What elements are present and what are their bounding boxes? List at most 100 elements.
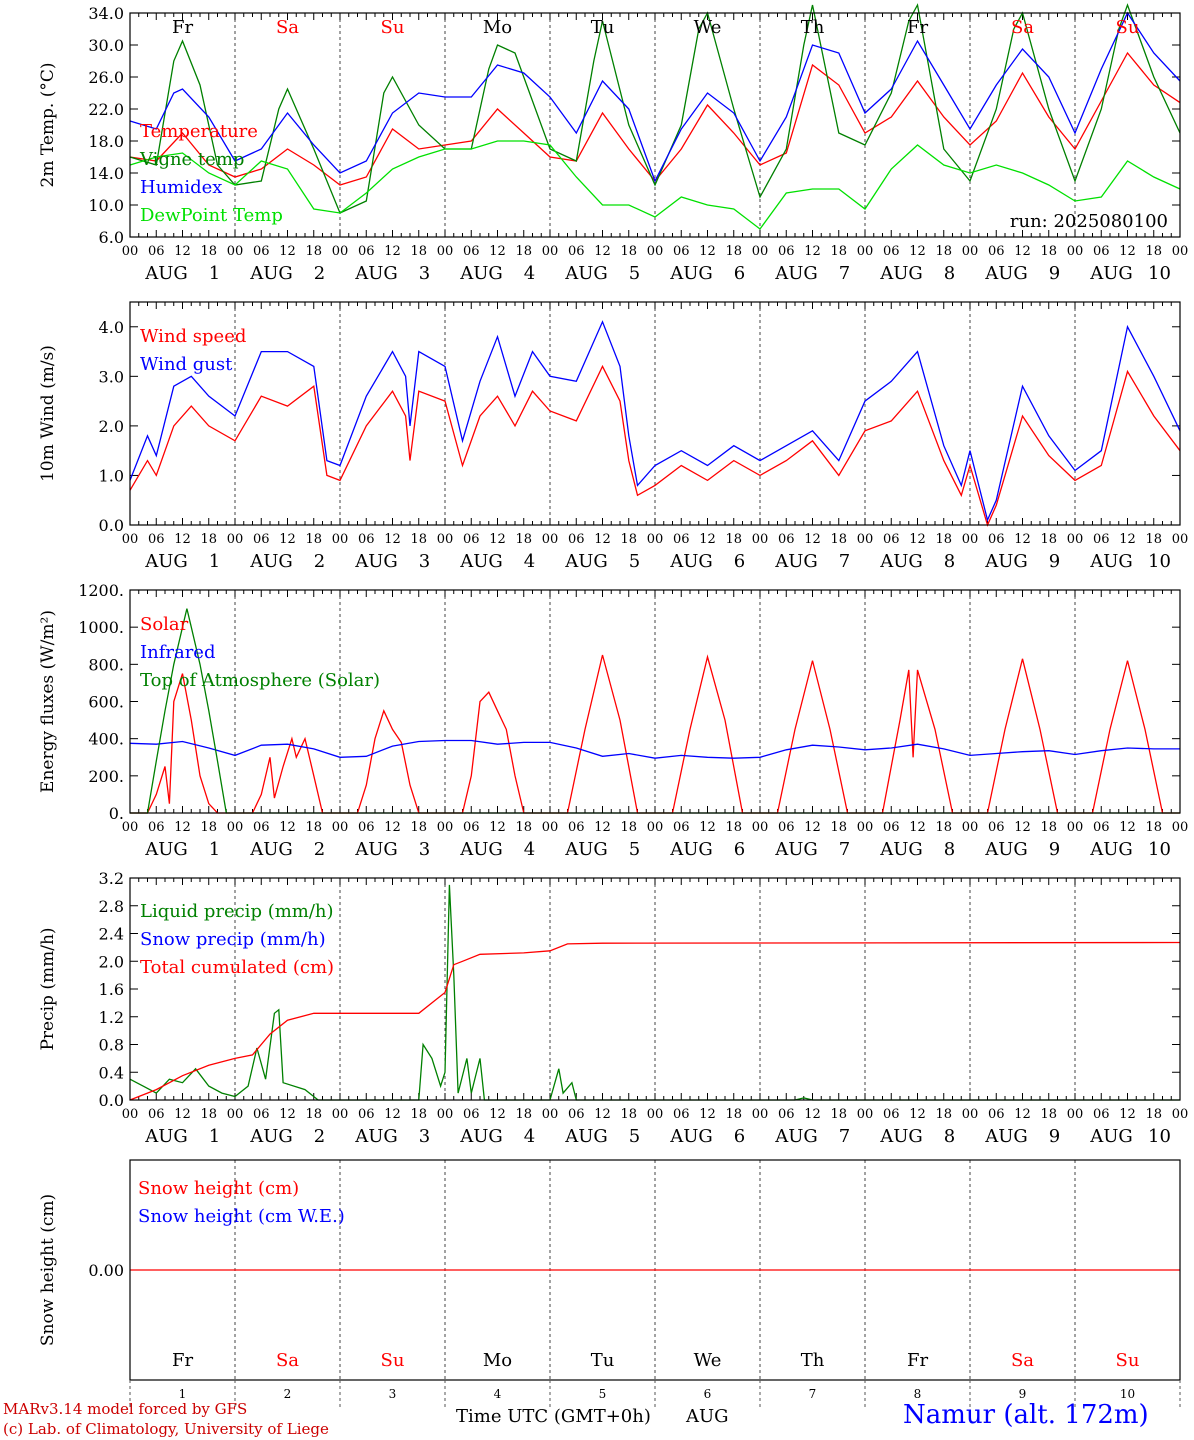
hour-tick-label: 00 (1067, 820, 1084, 835)
hour-tick-label: 18 (935, 1107, 952, 1122)
day-name: Fr (907, 17, 928, 38)
hour-tick-label: 12 (699, 1107, 716, 1122)
month-label: AUG (1089, 839, 1133, 860)
hour-tick-label: 00 (962, 532, 979, 547)
hour-tick-label: 12 (174, 532, 191, 547)
hour-tick-label: 06 (883, 244, 900, 259)
hour-tick-label: 06 (463, 244, 480, 259)
hour-tick-label: 06 (148, 820, 165, 835)
hour-tick-label: 12 (174, 1107, 191, 1122)
series-line-infrared (129, 739, 1180, 759)
month-label: AUG (879, 551, 923, 572)
run-label: run: 2025080100 (1010, 211, 1168, 232)
hour-tick-label: 18 (830, 532, 847, 547)
hour-tick-label: 12 (279, 532, 296, 547)
month-label: AUG (669, 263, 713, 284)
month-label: AUG (984, 263, 1028, 284)
hour-tick-label: 00 (542, 1107, 559, 1122)
month-label: AUG (459, 551, 503, 572)
hour-tick-label: 00 (647, 1107, 664, 1122)
date-label: 7 (839, 839, 850, 860)
legend-entry: Snow precip (mm/h) (140, 929, 326, 950)
day-name: Fr (172, 1350, 193, 1371)
hour-tick-label: 00 (1067, 244, 1084, 259)
day-name: Tu (591, 1350, 615, 1371)
hour-tick-label: 00 (857, 244, 874, 259)
hour-tick-label: 18 (935, 820, 952, 835)
hour-tick-label: 12 (804, 532, 821, 547)
month-label: AUG (1089, 263, 1133, 284)
hour-tick-label: 12 (489, 820, 506, 835)
date-label: 7 (839, 263, 850, 284)
series-line-liquid-precip-mm-h- (129, 884, 1180, 1101)
month-label: AUG (564, 1126, 608, 1147)
hour-tick-label: 12 (594, 820, 611, 835)
hour-tick-label: 00 (437, 532, 454, 547)
day-name: Sa (1011, 1350, 1034, 1371)
month-label: AUG (459, 1126, 503, 1147)
y-tick-label: 6.0 (99, 228, 124, 247)
hour-tick-label: 18 (410, 532, 427, 547)
hour-tick-label: 00 (437, 244, 454, 259)
date-label: 7 (839, 551, 850, 572)
hour-tick-label: 12 (279, 820, 296, 835)
date-label: 6 (734, 1126, 745, 1147)
date-label: 10 (1148, 551, 1171, 572)
month-label: AUG (774, 263, 818, 284)
legend-entry: Top of Atmosphere (Solar) (140, 670, 380, 691)
date-label: 5 (629, 839, 640, 860)
hour-tick-label: 06 (148, 244, 165, 259)
day-name: Th (801, 17, 825, 38)
hour-tick-label: 18 (1040, 1107, 1057, 1122)
date-label: 4 (524, 263, 535, 284)
y-tick-label: 0.00 (88, 1261, 124, 1280)
hour-tick-label: 12 (384, 1107, 401, 1122)
day-name: Th (801, 1350, 825, 1371)
hour-tick-label: 00 (227, 244, 244, 259)
hour-tick-label: 12 (1119, 244, 1136, 259)
hour-tick-label: 18 (515, 820, 532, 835)
hour-tick-label: 06 (568, 244, 585, 259)
hour-tick-label: 12 (804, 1107, 821, 1122)
hour-tick-label: 12 (1014, 820, 1031, 835)
hour-tick-label: 12 (909, 532, 926, 547)
hour-tick-label: 06 (988, 820, 1005, 835)
hour-tick-label: 06 (463, 820, 480, 835)
series-line-dewpoint-temp (129, 140, 1181, 230)
hour-tick-label: 00 (122, 820, 139, 835)
series-line-humidex (129, 11, 1181, 183)
month-label: AUG (774, 839, 818, 860)
hour-tick-label: 06 (1093, 244, 1110, 259)
hour-tick-label: 00 (1172, 820, 1189, 835)
legend-entry: Snow height (cm W.E.) (138, 1206, 345, 1227)
hour-tick-label: 00 (647, 532, 664, 547)
hour-tick-label: 12 (489, 244, 506, 259)
panel-frame (129, 877, 1181, 1101)
date-label: 6 (704, 1387, 712, 1401)
date-label: 6 (734, 551, 745, 572)
month-label: AUG (249, 1126, 293, 1147)
model-credit: MARv3.14 model forced by GFS (3, 1400, 248, 1418)
y-tick-label: 4.0 (99, 318, 124, 337)
y-tick-label: 0.0 (99, 1091, 124, 1110)
hour-tick-label: 00 (962, 244, 979, 259)
date-label: 7 (839, 1126, 850, 1147)
y-axis-label: 2m Temp. (°C) (38, 62, 58, 187)
month-label: AUG (249, 263, 293, 284)
y-tick-label: 14.0 (88, 164, 124, 183)
x-axis-label: Time UTC (GMT+0h) (456, 1406, 651, 1427)
hour-tick-label: 18 (620, 244, 637, 259)
y-tick-label: 2.0 (99, 417, 124, 436)
date-label: 2 (314, 263, 325, 284)
hour-tick-label: 18 (305, 244, 322, 259)
month-label: AUG (144, 551, 188, 572)
date-label: 5 (629, 551, 640, 572)
month-label: AUG (1089, 551, 1133, 572)
date-label: 2 (314, 1126, 325, 1147)
legend-entry: Wind speed (140, 326, 246, 347)
hour-tick-label: 12 (909, 1107, 926, 1122)
hour-tick-label: 18 (1145, 532, 1162, 547)
hour-tick-label: 00 (542, 244, 559, 259)
hour-tick-label: 00 (227, 820, 244, 835)
hour-tick-label: 00 (1172, 532, 1189, 547)
